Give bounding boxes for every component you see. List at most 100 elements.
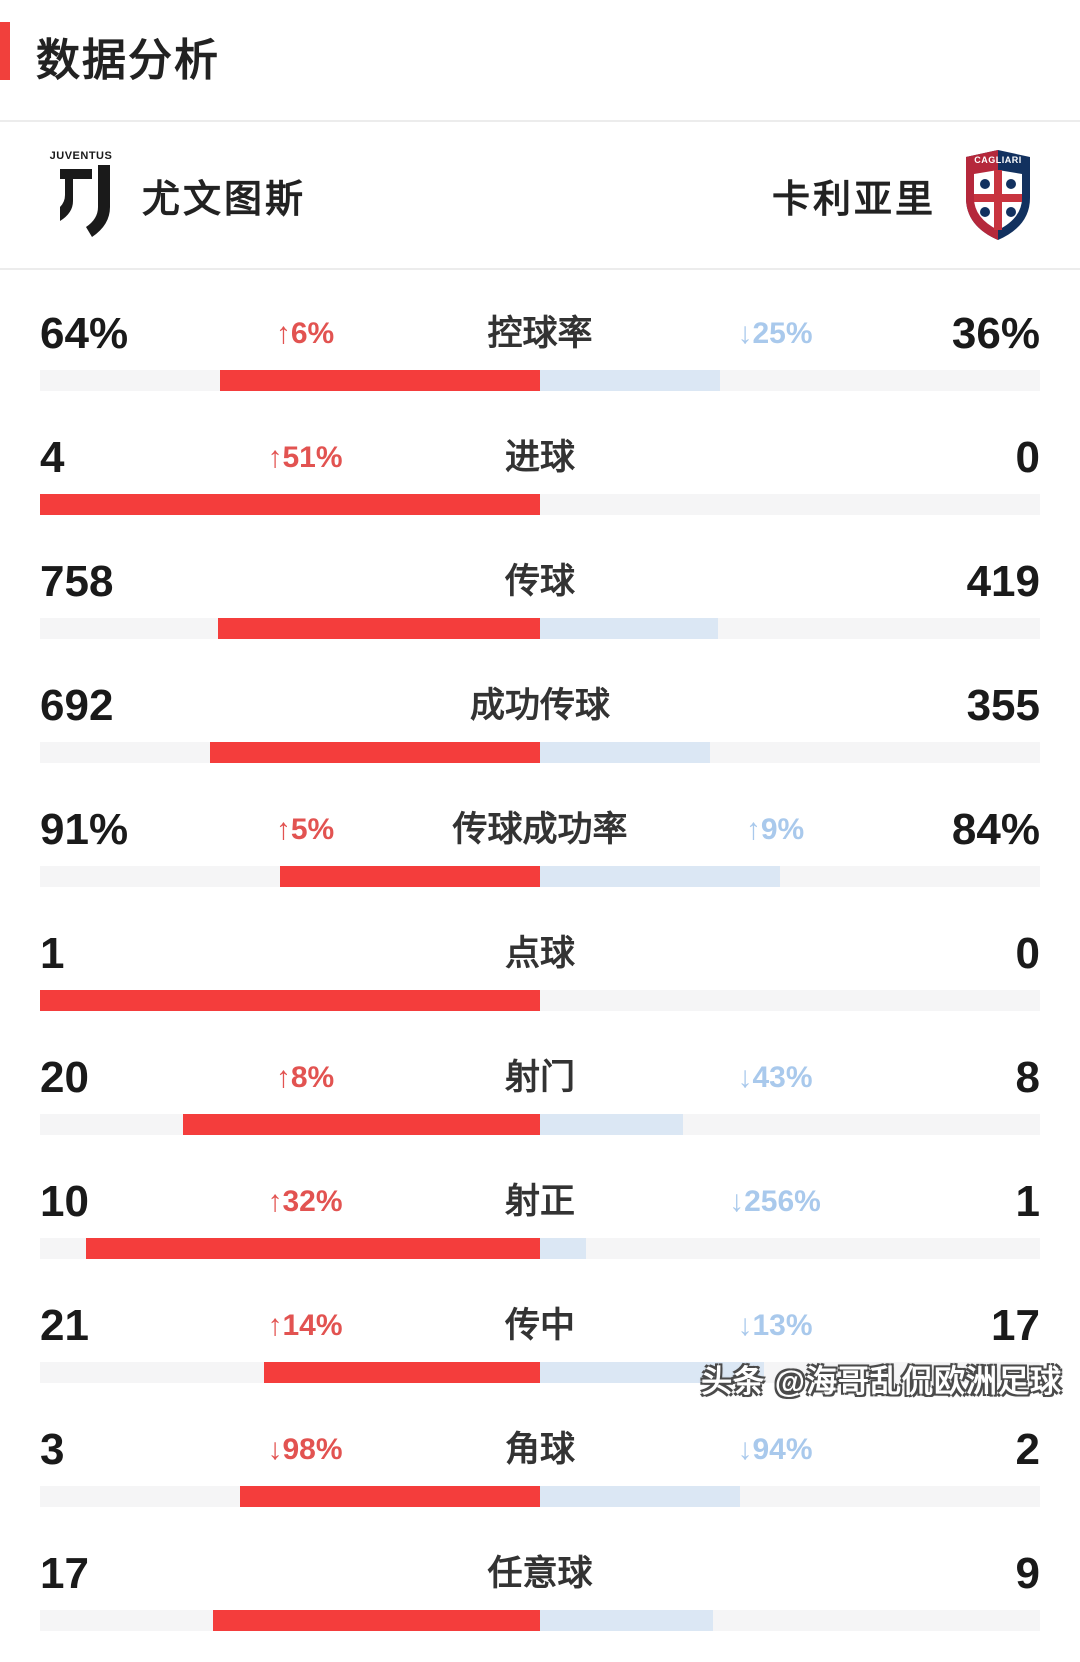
title-accent-bar <box>0 22 10 80</box>
away-value: 8 <box>1015 1053 1040 1102</box>
home-bar <box>220 370 540 391</box>
stat-bar-track <box>40 1362 1040 1383</box>
away-value: 2 <box>1015 1425 1040 1474</box>
away-value: 17 <box>991 1301 1040 1350</box>
away-value: 355 <box>966 681 1040 730</box>
watermark: 头条 @海哥乱侃欧洲足球 <box>701 1364 1062 1399</box>
stat-text-line: 17 任意球 9 <box>40 1552 1040 1596</box>
stat-label: 任意球 <box>487 1554 593 1593</box>
away-bar <box>540 1610 713 1631</box>
juventus-crest-icon: JUVENTUS <box>50 150 112 237</box>
home-bar <box>183 1114 540 1135</box>
stat-row-6: 20 ↑8% 射门 ↓43% 8 <box>0 1056 1080 1166</box>
stat-bar-track <box>40 866 1040 887</box>
stat-label: 角球 <box>504 1430 575 1469</box>
away-value: 1 <box>1015 1177 1040 1226</box>
stat-label: 传球 <box>504 562 575 601</box>
stat-text-line: 10 ↑32% 射正 ↓256% 1 <box>40 1180 1040 1224</box>
stat-text-line: 692 成功传球 355 <box>40 684 1040 728</box>
stat-text-line: 3 ↓98% 角球 ↓94% 2 <box>40 1428 1040 1472</box>
away-value: 419 <box>966 557 1040 606</box>
away-change: ↓43% <box>737 1061 813 1094</box>
stat-bar-track <box>40 370 1040 391</box>
home-bar <box>280 866 540 887</box>
stat-row-2: 758 传球 419 <box>0 560 1080 670</box>
away-team: 卡利亚里 CAGLIARI <box>772 148 1034 242</box>
stat-row-10: 17 任意球 9 <box>0 1552 1080 1662</box>
stat-bar-track <box>40 1486 1040 1507</box>
stats-list: 64% ↑6% 控球率 ↓25% 36% 4 ↑51% 进球 0 758 传球 <box>0 270 1080 1662</box>
away-value: 0 <box>1015 433 1040 482</box>
away-bar <box>540 742 710 763</box>
away-bar <box>540 370 720 391</box>
stat-text-line: 1 点球 0 <box>40 932 1040 976</box>
stat-label: 进球 <box>504 438 575 477</box>
home-bar <box>209 742 540 763</box>
away-change: ↓25% <box>737 317 813 350</box>
stat-row-3: 692 成功传球 355 <box>0 684 1080 794</box>
home-value: 10 <box>40 1177 89 1226</box>
stat-bar-track <box>40 1238 1040 1259</box>
stat-row-5: 1 点球 0 <box>0 932 1080 1042</box>
stat-row-4: 91% ↑5% 传球成功率 ↑9% 84% <box>0 808 1080 918</box>
stat-text-line: 4 ↑51% 进球 0 <box>40 436 1040 480</box>
away-value: 0 <box>1015 929 1040 978</box>
away-bar <box>540 618 718 639</box>
home-change: ↑8% <box>275 1061 335 1094</box>
stat-row-0: 64% ↑6% 控球率 ↓25% 36% <box>0 312 1080 422</box>
page-title: 数据分析 <box>36 36 220 85</box>
stat-label: 控球率 <box>487 314 593 353</box>
stat-bar-track <box>40 990 1040 1011</box>
home-bar <box>40 990 540 1011</box>
home-value: 21 <box>40 1301 89 1350</box>
stat-bar-track <box>40 1610 1040 1631</box>
stat-label: 射正 <box>504 1182 575 1221</box>
stat-label: 传球成功率 <box>452 810 628 849</box>
away-bar <box>540 1238 586 1259</box>
home-value: 17 <box>40 1549 89 1598</box>
stat-text-line: 91% ↑5% 传球成功率 ↑9% 84% <box>40 808 1040 852</box>
stat-text-line: 64% ↑6% 控球率 ↓25% 36% <box>40 312 1040 356</box>
stat-label: 点球 <box>504 934 575 973</box>
away-change: ↓94% <box>737 1433 813 1466</box>
home-value: 64% <box>40 309 129 358</box>
team-header: JUVENTUS 尤文图斯 卡利亚里 CAGLIARI <box>0 122 1080 268</box>
home-change: ↓98% <box>267 1433 343 1466</box>
stat-bar-track <box>40 1114 1040 1135</box>
stat-bar-track <box>40 618 1040 639</box>
home-bar <box>263 1362 540 1383</box>
divider <box>0 268 1080 270</box>
home-bar <box>213 1610 540 1631</box>
home-change: ↑5% <box>275 813 335 846</box>
stat-row-9: 3 ↓98% 角球 ↓94% 2 <box>0 1428 1080 1538</box>
stat-bar-track <box>40 494 1040 515</box>
stat-text-line: 758 传球 419 <box>40 560 1040 604</box>
home-change: ↑32% <box>267 1185 343 1218</box>
away-bar <box>540 1114 683 1135</box>
home-value: 4 <box>40 433 65 482</box>
stat-row-1: 4 ↑51% 进球 0 <box>0 436 1080 546</box>
cagliari-crest-text: CAGLIARI <box>974 155 1022 165</box>
stat-row-7: 10 ↑32% 射正 ↓256% 1 <box>0 1180 1080 1290</box>
cagliari-crest-icon: CAGLIARI <box>966 150 1030 240</box>
home-value: 1 <box>40 929 65 978</box>
home-change: ↑51% <box>267 441 343 474</box>
stat-label: 传中 <box>504 1306 575 1345</box>
home-team-name: 尤文图斯 <box>142 178 307 221</box>
away-value: 36% <box>951 309 1040 358</box>
title-bar: 数据分析 <box>0 0 1080 120</box>
home-value: 20 <box>40 1053 89 1102</box>
away-change: ↑9% <box>745 813 805 846</box>
home-value: 91% <box>40 805 129 854</box>
away-value: 9 <box>1015 1549 1040 1598</box>
away-value: 84% <box>951 805 1040 854</box>
stat-bar-track <box>40 742 1040 763</box>
away-team-name: 卡利亚里 <box>771 178 936 221</box>
away-change: ↓256% <box>729 1185 821 1218</box>
stat-label: 射门 <box>504 1058 575 1097</box>
home-team: JUVENTUS 尤文图斯 <box>46 149 306 241</box>
home-change: ↑14% <box>267 1309 343 1342</box>
home-value: 692 <box>40 681 114 730</box>
divider <box>0 120 1080 122</box>
home-change: ↑6% <box>275 317 335 350</box>
